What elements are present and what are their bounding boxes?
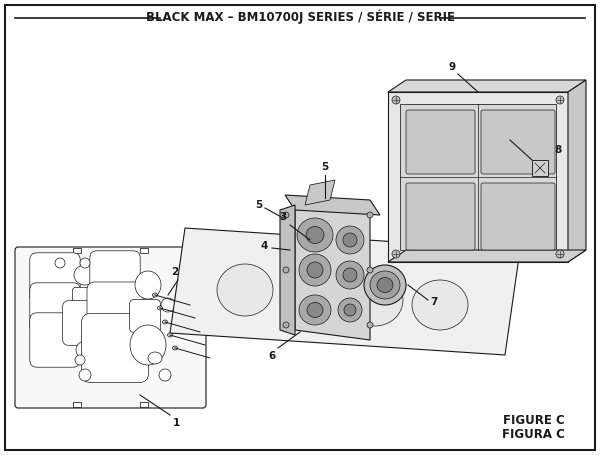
Polygon shape <box>388 250 586 262</box>
Polygon shape <box>568 80 586 262</box>
Ellipse shape <box>74 265 96 285</box>
Ellipse shape <box>370 271 400 299</box>
FancyBboxPatch shape <box>15 247 206 408</box>
Bar <box>532 160 548 176</box>
Ellipse shape <box>217 264 273 316</box>
Polygon shape <box>388 92 568 262</box>
FancyBboxPatch shape <box>87 282 143 342</box>
Polygon shape <box>285 195 380 215</box>
Ellipse shape <box>130 325 166 365</box>
Ellipse shape <box>344 304 356 316</box>
Ellipse shape <box>412 280 468 330</box>
Ellipse shape <box>364 265 406 305</box>
Polygon shape <box>280 205 295 335</box>
Polygon shape <box>170 228 520 355</box>
Ellipse shape <box>367 322 373 328</box>
FancyBboxPatch shape <box>82 313 149 383</box>
Ellipse shape <box>79 369 91 381</box>
Ellipse shape <box>152 293 157 297</box>
Ellipse shape <box>135 271 161 299</box>
Ellipse shape <box>76 341 94 359</box>
Text: 7: 7 <box>430 297 437 307</box>
Ellipse shape <box>556 250 564 258</box>
FancyBboxPatch shape <box>73 288 98 313</box>
Ellipse shape <box>159 369 171 381</box>
Ellipse shape <box>167 333 173 337</box>
Ellipse shape <box>148 352 162 364</box>
Bar <box>140 402 148 407</box>
FancyBboxPatch shape <box>481 183 555 250</box>
Ellipse shape <box>283 212 289 218</box>
Ellipse shape <box>377 278 393 293</box>
Text: BLACK MAX – BM10700J SERIES / SÉRIE / SERIE: BLACK MAX – BM10700J SERIES / SÉRIE / SE… <box>146 10 455 24</box>
FancyBboxPatch shape <box>30 283 80 333</box>
Ellipse shape <box>157 306 163 310</box>
Ellipse shape <box>55 258 65 268</box>
Ellipse shape <box>392 96 400 104</box>
Ellipse shape <box>283 322 289 328</box>
Text: 5: 5 <box>322 162 329 172</box>
Text: 5: 5 <box>255 200 262 210</box>
FancyBboxPatch shape <box>481 110 555 174</box>
Ellipse shape <box>299 295 331 325</box>
Ellipse shape <box>173 346 178 350</box>
Ellipse shape <box>307 303 323 318</box>
Text: 1: 1 <box>173 418 180 428</box>
FancyBboxPatch shape <box>406 110 475 174</box>
Polygon shape <box>305 180 335 205</box>
FancyBboxPatch shape <box>130 299 160 333</box>
Bar <box>73 248 81 253</box>
Ellipse shape <box>343 233 357 247</box>
FancyBboxPatch shape <box>406 183 475 250</box>
Text: FIGURE C: FIGURE C <box>503 414 565 426</box>
Polygon shape <box>295 200 370 340</box>
FancyBboxPatch shape <box>90 251 140 305</box>
Ellipse shape <box>80 258 90 268</box>
FancyBboxPatch shape <box>30 313 80 367</box>
FancyBboxPatch shape <box>62 301 107 345</box>
Ellipse shape <box>392 250 400 258</box>
Text: 6: 6 <box>269 351 276 361</box>
Ellipse shape <box>299 254 331 286</box>
FancyBboxPatch shape <box>30 253 80 303</box>
Text: 8: 8 <box>554 145 561 155</box>
Ellipse shape <box>163 320 167 324</box>
Ellipse shape <box>306 227 324 243</box>
Ellipse shape <box>367 212 373 218</box>
Ellipse shape <box>347 274 403 326</box>
Text: FIGURA C: FIGURA C <box>502 429 565 441</box>
Ellipse shape <box>282 269 338 321</box>
Ellipse shape <box>297 218 333 252</box>
Ellipse shape <box>367 267 373 273</box>
Ellipse shape <box>343 268 357 282</box>
Text: 2: 2 <box>172 267 179 277</box>
Ellipse shape <box>283 267 289 273</box>
Ellipse shape <box>161 298 175 312</box>
Text: 9: 9 <box>449 62 456 72</box>
Ellipse shape <box>75 355 85 365</box>
Ellipse shape <box>336 261 364 289</box>
Text: 4: 4 <box>260 241 268 251</box>
Ellipse shape <box>307 262 323 278</box>
Text: 3: 3 <box>280 212 287 222</box>
Ellipse shape <box>556 96 564 104</box>
Bar <box>73 402 81 407</box>
Ellipse shape <box>336 226 364 254</box>
Polygon shape <box>388 80 586 92</box>
Polygon shape <box>400 104 556 250</box>
Ellipse shape <box>338 298 362 322</box>
Bar <box>140 248 148 253</box>
